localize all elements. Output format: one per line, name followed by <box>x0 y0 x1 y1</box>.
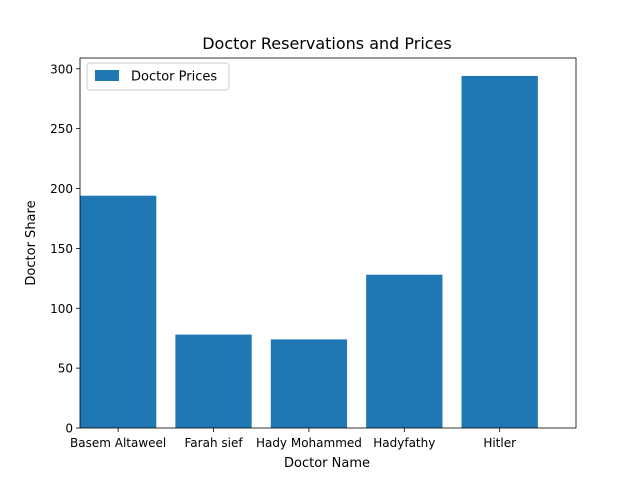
x-axis-ticks: Basem Altaweel Farah sief Hady Mohammed Had… <box>70 428 516 450</box>
y-tick-label-5: 250 <box>50 122 73 136</box>
plot-frame <box>79 57 577 429</box>
y-axis-label: Doctor Share <box>24 200 39 285</box>
x-tick-label-0: Basem Altaweel <box>70 436 166 450</box>
bar-2 <box>270 339 348 428</box>
x-tick-label-4: Hitler <box>483 436 516 450</box>
legend-swatch <box>95 70 119 81</box>
y-axis-ticks: 0 50 100 150 200 250 300 <box>50 62 80 436</box>
bar-3 <box>366 274 443 428</box>
x-tick-label-2: Hady Mohammed <box>256 436 362 450</box>
legend-label: Doctor Prices <box>131 70 217 85</box>
bar-1 <box>175 334 252 428</box>
bar-4 <box>461 75 538 429</box>
legend: Doctor Prices <box>86 62 230 91</box>
bars-layer <box>80 75 538 429</box>
y-tick-label-3: 150 <box>50 242 73 256</box>
y-tick-label-4: 200 <box>50 182 73 196</box>
x-tick-label-1: Farah sief <box>185 436 244 450</box>
y-tick-label-6: 300 <box>50 62 73 76</box>
bar-0 <box>80 195 157 428</box>
y-tick-label-1: 50 <box>58 362 73 376</box>
legend-frame <box>86 62 230 91</box>
x-tick-label-3: Hadyfathy <box>373 436 435 450</box>
axes-layer <box>79 57 577 429</box>
x-axis-label: Doctor Name <box>284 456 370 471</box>
y-tick-label-2: 100 <box>50 302 73 316</box>
y-tick-label-0: 0 <box>65 422 73 436</box>
chart-title: Doctor Reservations and Prices <box>202 34 452 53</box>
